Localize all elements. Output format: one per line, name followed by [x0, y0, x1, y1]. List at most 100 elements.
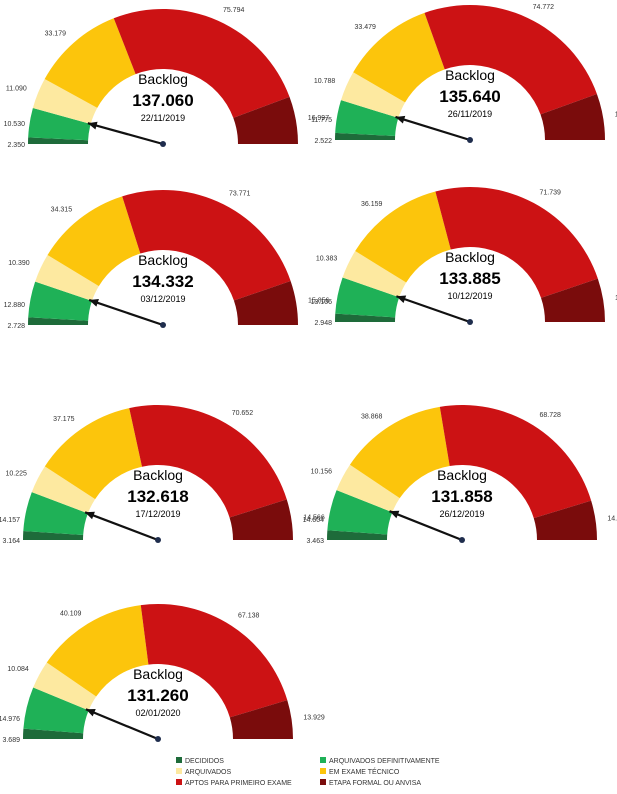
gauge-value-label: 67.138	[238, 613, 260, 620]
gauge-value-label: 10.530	[4, 121, 26, 128]
gauge-segment-arquivados-definitivamente	[28, 281, 92, 321]
gauge-date: 26/12/2019	[439, 509, 484, 519]
legend-label-aptos-para-primeiro-exame: APTOS PARA PRIMEIRO EXAME	[185, 780, 292, 787]
gauge-value-label: 37.175	[53, 416, 75, 423]
gauge-needle-pivot	[160, 141, 166, 147]
gauge-segment-em-exame-tecnico	[349, 406, 450, 499]
gauge-title: Backlog	[445, 67, 495, 83]
gauge-segment-arquivados-definitivamente	[335, 100, 399, 137]
gauge-needle-pivot	[160, 322, 166, 328]
gauge-value-label: 15.856	[308, 298, 330, 305]
gauge-value-label: 10.390	[8, 260, 30, 267]
gauge-segment-aptos-para-primeiro-exame	[113, 8, 290, 118]
gauge-total: 135.640	[439, 87, 500, 106]
gauge-1: 2.350 10.530 11.090 33.179 75.794 16.997 Backl…	[4, 7, 330, 149]
gauge-value-label: 33.179	[45, 31, 67, 38]
legend: DECIDIDOS ARQUIVADOS DEFINITIVAMENTE ARQUI…	[176, 757, 440, 787]
gauge-value-label: 2.948	[314, 320, 332, 327]
gauge-segment-em-exame-tecnico	[47, 196, 141, 287]
gauge-needle-arrowhead	[396, 295, 407, 304]
gauge-title: Backlog	[133, 666, 183, 682]
gauge-value-label: 10.156	[311, 469, 333, 476]
legend-label-arquivados-definitivamente: ARQUIVADOS DEFINITIVAMENTE	[329, 758, 440, 765]
gauge-segment-em-exame-tecnico	[355, 191, 451, 283]
gauges-layer: 2.350 10.530 11.090 33.179 75.794 16.997 Backl…	[0, 4, 617, 744]
gauge-segment-arquivados-definitivamente	[23, 687, 89, 734]
gauge-value-label: 3.164	[2, 538, 20, 545]
gauge-segment-decididos	[23, 728, 84, 739]
gauge-segment-etapa-formal-ou-anvisa	[533, 500, 597, 540]
gauge-segment-arquivados-definitivamente	[28, 108, 91, 141]
gauge-value-label: 73.771	[229, 191, 251, 198]
gauge-segment-aptos-para-primeiro-exame	[129, 405, 287, 518]
gauge-segment-etapa-formal-ou-anvisa	[233, 96, 298, 144]
gauge-segment-decididos	[23, 531, 84, 540]
gauge-segment-arquivados-definitivamente	[335, 277, 400, 318]
gauge-value-label: 38.868	[361, 413, 383, 420]
gauge-value-label: 14.157	[0, 517, 20, 524]
gauge-needle	[395, 115, 471, 142]
legend-swatch-em-exame-tecnico	[320, 768, 326, 774]
gauge-title: Backlog	[133, 467, 183, 483]
gauge-value-label: 70.652	[232, 410, 254, 417]
gauge-5: 3.164 14.157 10.225 37.175 70.652 14.566 Backl…	[0, 405, 325, 545]
gauge-total: 131.858	[431, 487, 492, 506]
gauge-value-label: 2.350	[7, 142, 25, 149]
gauge-7: 3.689 14.976 10.084 40.109 67.138 13.929 Backl…	[0, 604, 325, 744]
gauge-value-label: 10.225	[5, 470, 27, 477]
gauge-segment-arquivados	[342, 250, 407, 298]
gauge-needle-pivot	[459, 537, 465, 543]
gauge-segment-em-exame-tecnico	[46, 605, 149, 697]
gauge-value-label: 36.159	[361, 201, 383, 208]
gauge-value-label: 10.383	[316, 256, 338, 263]
gauge-segment-etapa-formal-ou-anvisa	[540, 93, 605, 140]
gauge-value-label: 14.604	[303, 517, 325, 524]
gauge-needle	[396, 295, 471, 324]
gauge-segment-arquivados	[32, 79, 98, 125]
gauge-value-label: 2.522	[314, 138, 332, 145]
gauge-value-label: 13.106	[311, 299, 333, 306]
gauge-value-label: 33.479	[354, 24, 376, 31]
gauge-segment-decididos	[28, 317, 89, 325]
gauge-segment-arquivados	[31, 466, 96, 514]
gauge-value-label: 10.084	[7, 666, 29, 673]
gauge-segment-decididos	[28, 137, 89, 144]
gauge-segment-etapa-formal-ou-anvisa	[233, 280, 298, 325]
gauge-date: 02/01/2020	[135, 708, 180, 718]
gauge-title: Backlog	[138, 71, 188, 87]
gauge-needle-arrowhead	[389, 510, 400, 519]
gauge-value-label: 14.106	[607, 515, 617, 522]
gauge-needle	[389, 510, 463, 542]
gauge-value-label: 15.604	[615, 295, 617, 302]
gauge-segment-arquivados	[33, 662, 97, 711]
gauge-date: 03/12/2019	[140, 294, 185, 304]
legend-label-decididos: DECIDIDOS	[185, 758, 224, 765]
gauge-segment-decididos	[327, 530, 388, 540]
gauge-value-label: 2.728	[7, 323, 25, 330]
gauge-needle	[85, 708, 159, 741]
gauge-title: Backlog	[437, 467, 487, 483]
gauge-segment-arquivados-definitivamente	[23, 492, 88, 536]
gauge-needle-pivot	[467, 137, 473, 143]
legend-label-em-exame-tecnico: EM EXAME TÉCNICO	[329, 767, 400, 776]
gauge-needle	[84, 511, 159, 542]
gauge-date: 22/11/2019	[141, 113, 185, 123]
gauge-segment-etapa-formal-ou-anvisa	[229, 499, 293, 540]
gauge-segment-aptos-para-primeiro-exame	[439, 405, 592, 519]
legend-label-etapa-formal-ou-anvisa: ETAPA FORMAL OU ANVISA	[329, 780, 421, 787]
gauge-6: 3.463 14.604 10.156 38.868 68.728 14.106 Backl…	[303, 405, 617, 545]
gauge-segment-aptos-para-primeiro-exame	[122, 190, 291, 301]
gauge-needle-pivot	[155, 736, 161, 742]
gauge-segment-em-exame-tecnico	[44, 408, 143, 500]
gauge-total: 134.332	[132, 272, 193, 291]
gauge-segment-decididos	[335, 132, 396, 140]
gauge-needle	[87, 122, 164, 146]
gauge-value-label: 11.775	[311, 117, 332, 124]
gauge-segment-aptos-para-primeiro-exame	[140, 604, 288, 718]
gauge-value-label: 75.794	[223, 7, 245, 14]
gauge-value-label: 14.976	[0, 716, 20, 723]
gauge-total: 137.060	[132, 91, 193, 110]
legend-label-arquivados: ARQUIVADOS	[185, 769, 231, 776]
gauge-date: 10/12/2019	[447, 291, 492, 301]
gauge-total: 132.618	[127, 487, 188, 506]
